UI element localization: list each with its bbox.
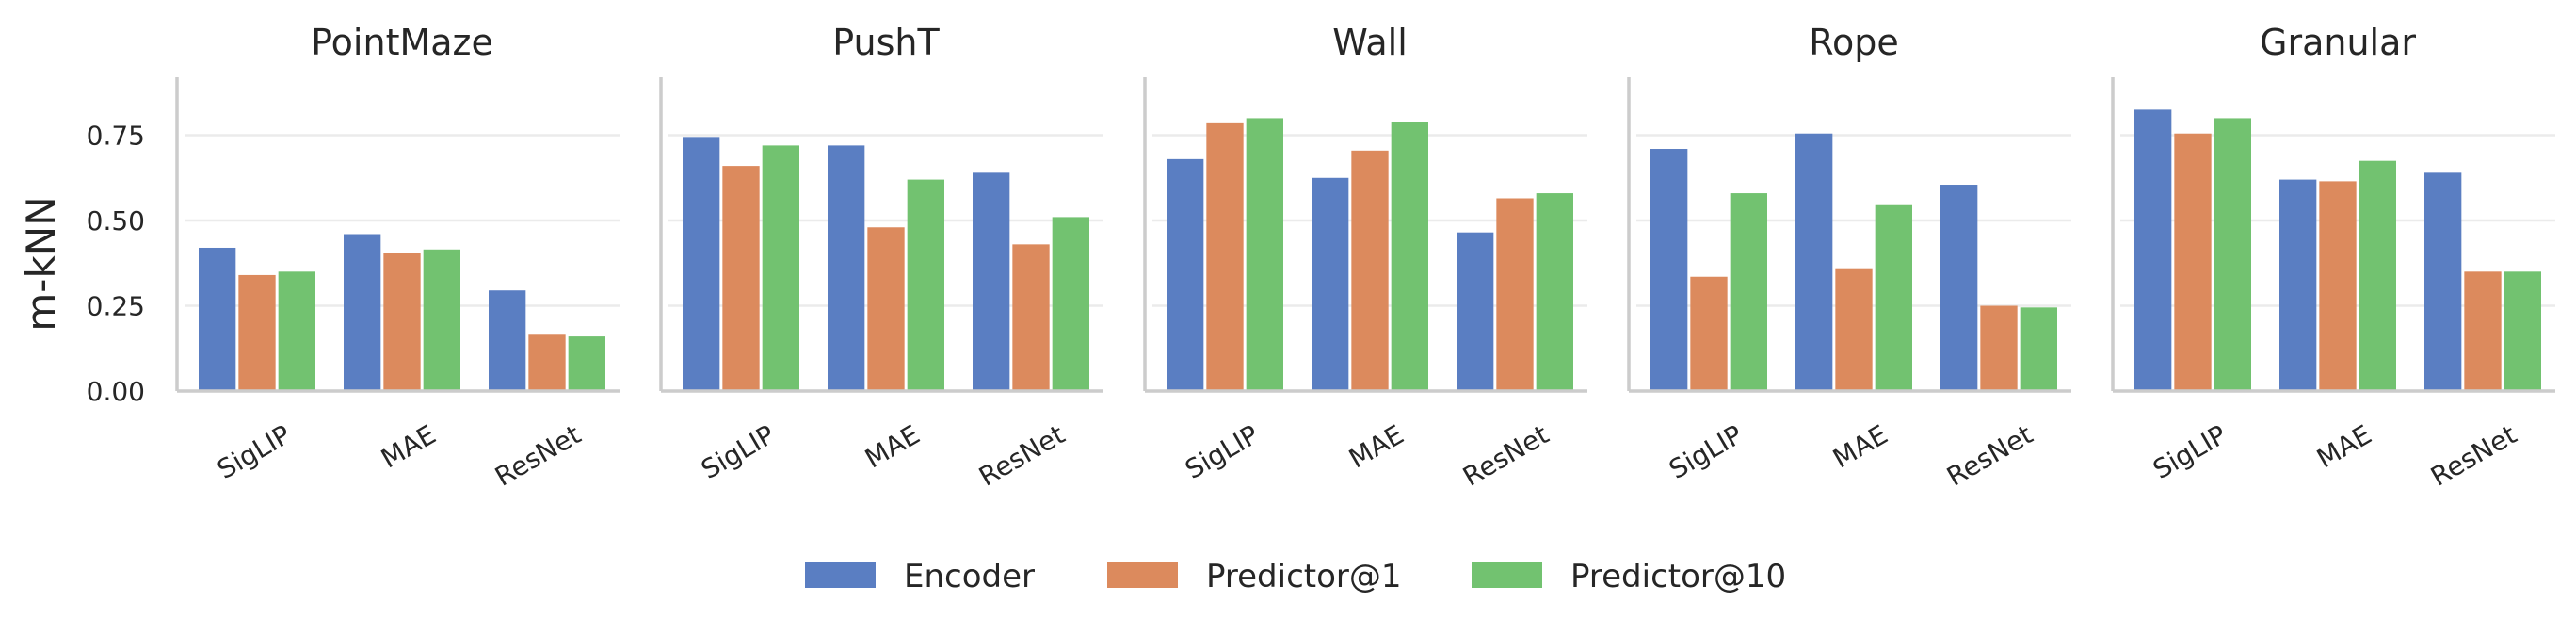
panel-title: Wall (1332, 22, 1408, 63)
bar-encoder-resnet (1940, 185, 1978, 391)
bar-predictor-at-1-siglip (238, 274, 276, 391)
bar-encoder-mae (1312, 177, 1349, 391)
x-tick-label: ResNet (1457, 418, 1554, 492)
bar-predictor-at-1-mae (1835, 268, 1873, 391)
panel-pointmaze: SigLIP MAE ResNet PointMaze 0.00 0.25 0.50 0.75 (87, 22, 620, 493)
panel-wall: SigLIP MAE ResNet Wall (1143, 22, 1587, 493)
bar-predictor-at-10-siglip (2214, 118, 2251, 391)
bar-encoder-mae (2279, 179, 2317, 391)
bar-encoder-mae (1795, 133, 1833, 391)
legend-label: Predictor@1 (1206, 558, 1402, 595)
bar-predictor-at-1-resnet (1496, 198, 1534, 391)
legend-item: Predictor@1 (1107, 558, 1402, 595)
x-tick-label: MAE (2311, 418, 2376, 474)
x-tick-label: MAE (1344, 418, 1409, 474)
bar-predictor-at-10-resnet (568, 336, 605, 391)
legend-item: Encoder (805, 558, 1035, 595)
bar-predictor-at-10-resnet (1536, 193, 1573, 391)
bar-encoder-siglip (2134, 109, 2172, 392)
y-tick-label: 0.75 (87, 121, 145, 152)
bar-encoder-siglip (683, 137, 720, 391)
bar-encoder-siglip (1650, 149, 1688, 391)
panels: SigLIP MAE ResNet PointMaze 0.00 0.25 0.50 0.75… (87, 22, 2555, 493)
panel-title: PushT (832, 22, 940, 63)
panel-title: Rope (1809, 22, 1898, 63)
bar-encoder-resnet (1457, 232, 1494, 391)
x-tick-label: SigLIP (212, 418, 296, 485)
bar-predictor-at-10-siglip (278, 271, 315, 391)
bar-predictor-at-1-resnet (2464, 271, 2502, 391)
bar-predictor-at-10-siglip (1730, 193, 1767, 391)
x-tick-label: ResNet (974, 418, 1070, 492)
bar-predictor-at-10-mae (1875, 204, 1912, 391)
x-tick-label: ResNet (1941, 418, 2037, 492)
bar-predictor-at-1-siglip (1690, 276, 1728, 391)
x-tick-label: MAE (860, 418, 925, 474)
bar-predictor-at-10-mae (2359, 160, 2396, 391)
bar-predictor-at-1-siglip (1206, 122, 1244, 391)
y-tick-label: 0.50 (87, 205, 145, 236)
bar-predictor-at-10-siglip (762, 145, 799, 392)
bar-encoder-resnet (973, 172, 1010, 391)
bar-encoder-siglip (1167, 158, 1204, 391)
bar-encoder-siglip (199, 247, 236, 391)
legend-label: Predictor@10 (1570, 558, 1786, 595)
bar-encoder-mae (344, 234, 381, 391)
bar-predictor-at-10-resnet (2504, 271, 2541, 391)
bar-predictor-at-1-mae (383, 253, 421, 391)
y-axis-label: m-kNN (18, 196, 64, 331)
legend-swatch (805, 562, 876, 588)
x-tick-label: SigLIP (1664, 418, 1747, 485)
y-tick-label: 0.25 (87, 291, 145, 322)
bar-predictor-at-1-resnet (1012, 244, 1050, 391)
bar-predictor-at-1-resnet (1980, 305, 2018, 391)
panel-title: PointMaze (311, 22, 493, 63)
bar-predictor-at-1-mae (2319, 181, 2357, 391)
legend-swatch (1472, 562, 1542, 588)
bar-predictor-at-10-mae (1391, 122, 1428, 391)
bar-predictor-at-1-siglip (2174, 133, 2212, 391)
bar-predictor-at-10-siglip (1246, 118, 1283, 391)
bar-predictor-at-1-mae (867, 227, 905, 391)
bar-encoder-resnet (2424, 172, 2462, 391)
legend-swatch (1107, 562, 1178, 588)
x-tick-label: MAE (1827, 418, 1892, 474)
y-tick-label: 0.00 (87, 376, 145, 407)
bar-encoder-mae (828, 145, 865, 392)
bar-predictor-at-10-mae (423, 249, 460, 391)
panel-granular: SigLIP MAE ResNet Granular (2111, 22, 2555, 493)
x-tick-label: ResNet (490, 418, 586, 492)
panel-title: Granular (2260, 22, 2416, 63)
legend-label: Encoder (904, 558, 1035, 595)
x-tick-label: MAE (376, 418, 441, 474)
x-tick-label: SigLIP (2148, 418, 2231, 485)
x-tick-label: SigLIP (696, 418, 780, 485)
legend-item: Predictor@10 (1472, 558, 1786, 595)
x-tick-label: SigLIP (1180, 418, 1264, 485)
bar-predictor-at-1-resnet (528, 334, 566, 391)
bar-encoder-resnet (489, 290, 526, 391)
bar-predictor-at-10-resnet (2020, 307, 2057, 391)
x-tick-label: ResNet (2425, 418, 2521, 492)
panel-rope: SigLIP MAE ResNet Rope (1627, 22, 2071, 493)
bar-predictor-at-10-resnet (1052, 217, 1089, 391)
bar-predictor-at-1-siglip (722, 166, 760, 391)
legend: Encoder Predictor@1 Predictor@10 (805, 558, 1786, 595)
bar-predictor-at-1-mae (1351, 150, 1389, 391)
panel-pusht: SigLIP MAE ResNet PushT (659, 22, 1103, 493)
bar-predictor-at-10-mae (907, 179, 944, 391)
